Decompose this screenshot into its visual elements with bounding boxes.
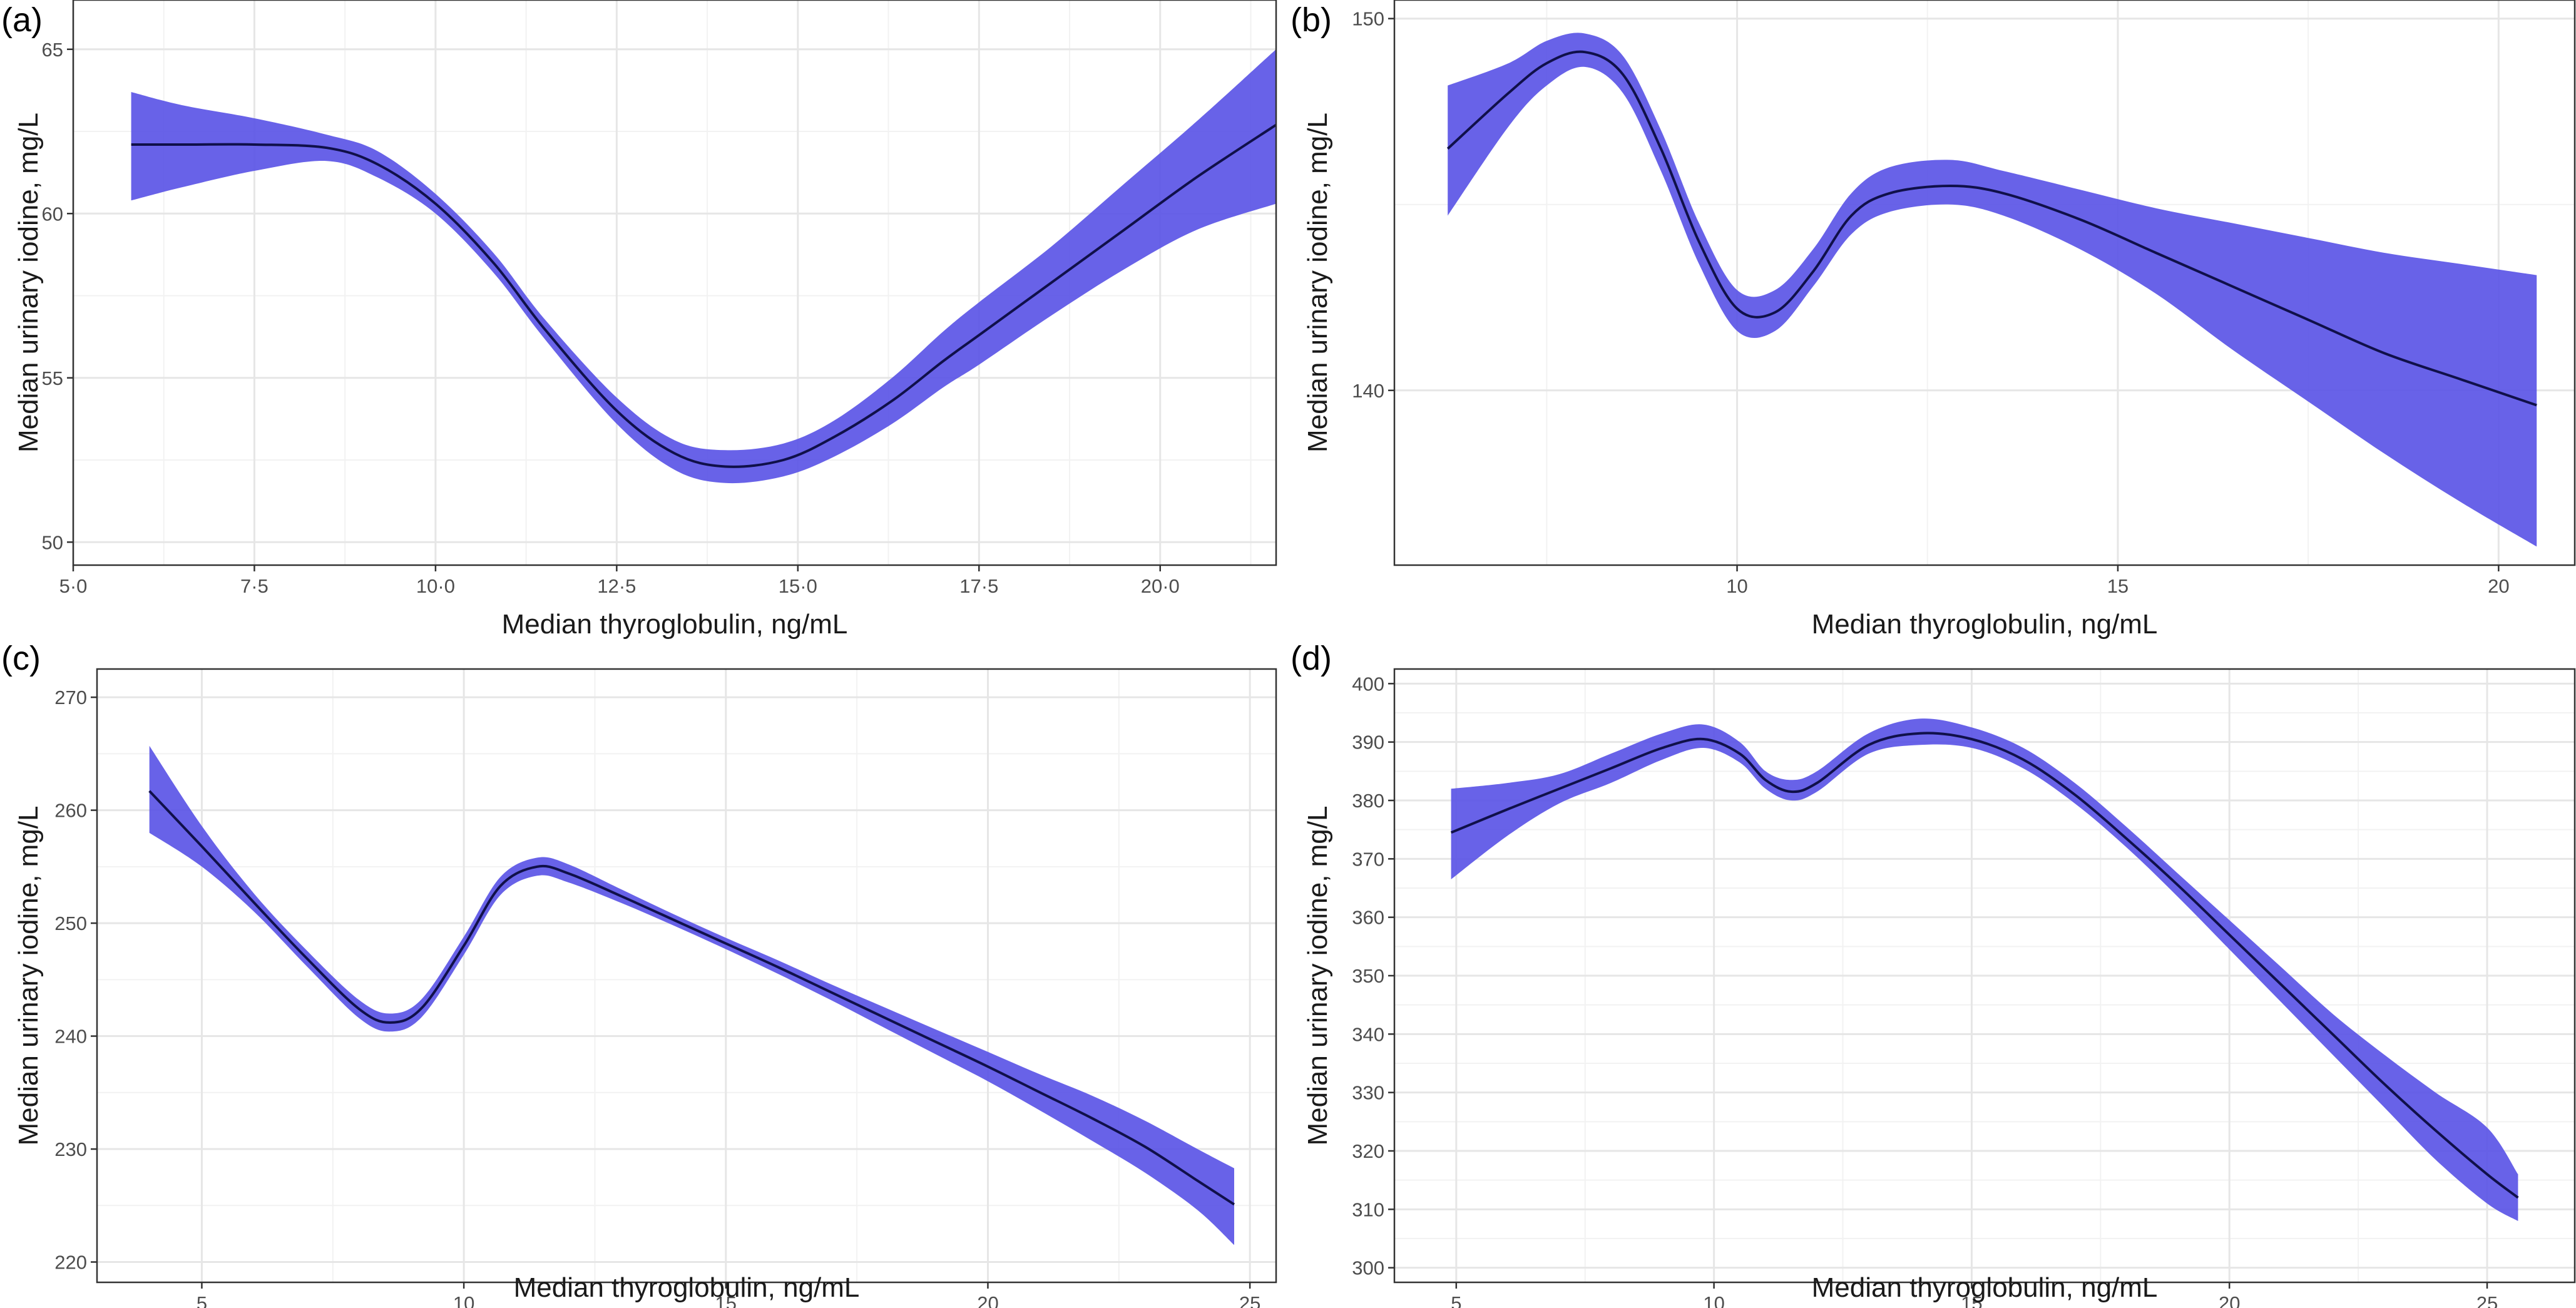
x-tick-label: 5·0 [59,575,88,597]
y-tick-label: 400 [1352,673,1384,695]
y-axis-label: Median urinary iodine, mg/L [1302,806,1333,1146]
y-tick-label: 340 [1352,1023,1384,1045]
y-tick-label: 250 [54,912,87,934]
panel-tag: (c) [1,640,41,677]
panel-c: 5 10 15 20 25 220 230 240 250 260 270 Median thyrog… [1,640,1277,1308]
y-tick-label: 230 [54,1138,87,1160]
x-tick-label: 10·0 [416,575,455,597]
x-tick-label: 5 [197,1292,207,1308]
y-tick-label: 55 [42,367,63,389]
x-tick-label: 10 [1726,575,1747,597]
y-tick-label: 320 [1352,1140,1384,1162]
y-tick-label: 360 [1352,907,1384,929]
x-tick-label: 15·0 [779,575,817,597]
x-axis-label: Median thyroglobulin, ng/mL [514,1272,860,1303]
x-tick-label: 10 [1703,1292,1724,1308]
x-tick-label: 7·5 [240,575,268,597]
confidence-band [149,745,1235,1245]
x-tick-label: 15 [715,1292,737,1308]
panel-border [72,0,1277,566]
x-tick-label: 20 [2219,1292,2240,1308]
y-tick-label: 330 [1352,1082,1384,1104]
confidence-band [1448,33,2537,547]
x-tick-label: 25 [1239,1292,1260,1308]
y-axis-label: Median urinary iodine, mg/L [1302,113,1333,452]
panel-tag: (b) [1291,1,1332,39]
x-tick-label: 12·5 [597,575,636,597]
y-tick-label: 270 [54,687,87,708]
confidence-band [131,49,1277,484]
x-tick-label: 10 [453,1292,474,1308]
y-tick-label: 65 [42,39,63,61]
x-tick-label: 17·5 [959,575,998,597]
y-tick-label: 390 [1352,732,1384,754]
fitted-line [131,123,1277,468]
x-axis-label: Median thyroglobulin, ng/mL [1812,609,2158,640]
y-tick-label: 220 [54,1252,87,1274]
y-tick-label: 140 [1352,380,1384,402]
fitted-line [1450,732,2519,1199]
fitted-line [1446,50,2537,407]
panel-border [1393,0,2576,566]
y-axis-label: Median urinary iodine, mg/L [13,113,44,452]
x-axis-label: Median thyroglobulin, ng/mL [1812,1272,2158,1303]
y-tick-label: 380 [1352,790,1384,812]
panel-tag: (a) [1,1,43,39]
panel-d: 5 10 15 20 25 300 310 320 330 340 350 360 370 380 390 4… [1291,640,2576,1308]
y-tick-label: 300 [1352,1257,1384,1279]
y-tick-label: 350 [1352,965,1384,987]
y-tick-label: 260 [54,800,87,822]
y-axis-label: Median urinary iodine, mg/L [13,806,44,1146]
x-tick-label: 15 [2107,575,2129,597]
x-tick-label: 20 [2488,575,2509,597]
panel-border [96,668,1277,1284]
panel-a: 5·0 7·5 10·0 12·5 15·0 17·5 20·0 50 55 60 65 Median… [1,0,1277,640]
y-tick-label: 50 [42,531,63,553]
x-tick-label: 20 [977,1292,998,1308]
x-tick-label: 20·0 [1141,575,1180,597]
fitted-line [148,790,1235,1206]
panel-tag: (d) [1291,640,1332,677]
x-tick-label: 25 [2476,1292,2498,1308]
x-tick-label: 5 [1451,1292,1461,1308]
panel-b: 10 15 20 140 150 Median thyroglobulin, ng/mL M… [1291,0,2576,640]
y-tick-label: 370 [1352,848,1384,870]
x-axis-label: Median thyroglobulin, ng/mL [502,609,848,640]
y-tick-label: 310 [1352,1198,1384,1220]
y-tick-label: 150 [1352,8,1384,30]
y-tick-label: 240 [54,1026,87,1048]
y-tick-label: 60 [42,203,63,225]
x-tick-label: 15 [1961,1292,1982,1308]
